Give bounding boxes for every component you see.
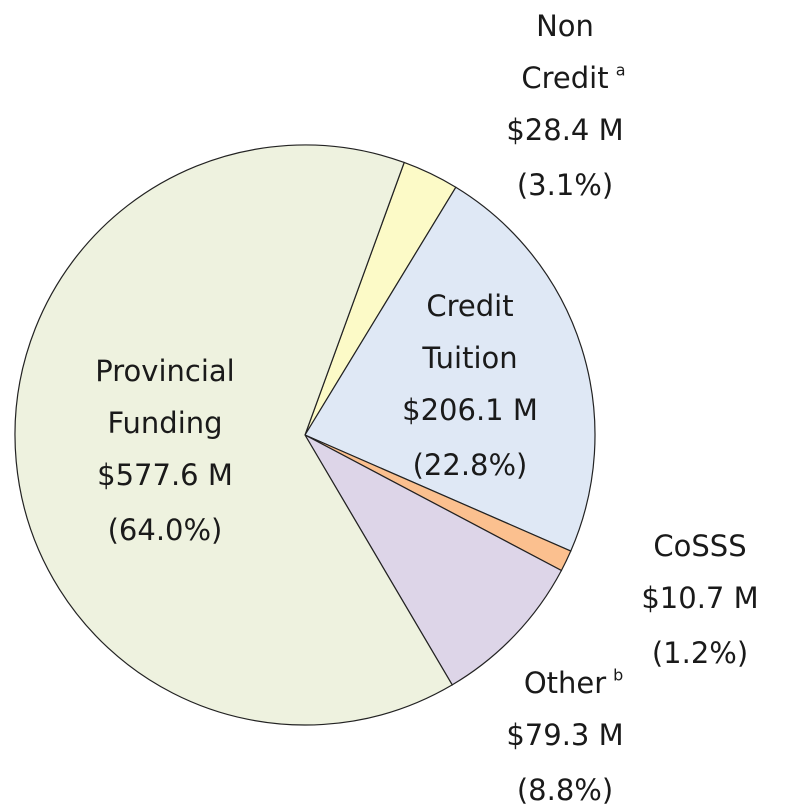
slice-label: Other [524, 666, 606, 700]
value-label: $206.1 M [402, 393, 538, 427]
value-label: $79.3 M [506, 718, 623, 752]
share-label: (64.0%) [108, 513, 223, 547]
share-label: (22.8%) [413, 448, 528, 482]
slice-label: CoSSS [653, 529, 746, 563]
value-label: $577.6 M [97, 458, 233, 492]
value-label: $28.4 M [506, 113, 623, 147]
pie-slice [14, 144, 454, 726]
slice-label: Non Credit [521, 9, 608, 95]
pie-slice [303, 433, 563, 686]
share-label: (8.8%) [517, 773, 613, 804]
footnote-mark: a [616, 61, 626, 80]
value-label: $10.7 M [641, 581, 758, 615]
share-label: (3.1%) [517, 168, 613, 202]
pie-slice [304, 186, 596, 552]
share-label: (1.2%) [652, 636, 748, 670]
slice-label: Credit Tuition [421, 289, 517, 375]
slice-label: Provincial Funding [95, 354, 234, 440]
footnote-mark: b [613, 666, 623, 685]
